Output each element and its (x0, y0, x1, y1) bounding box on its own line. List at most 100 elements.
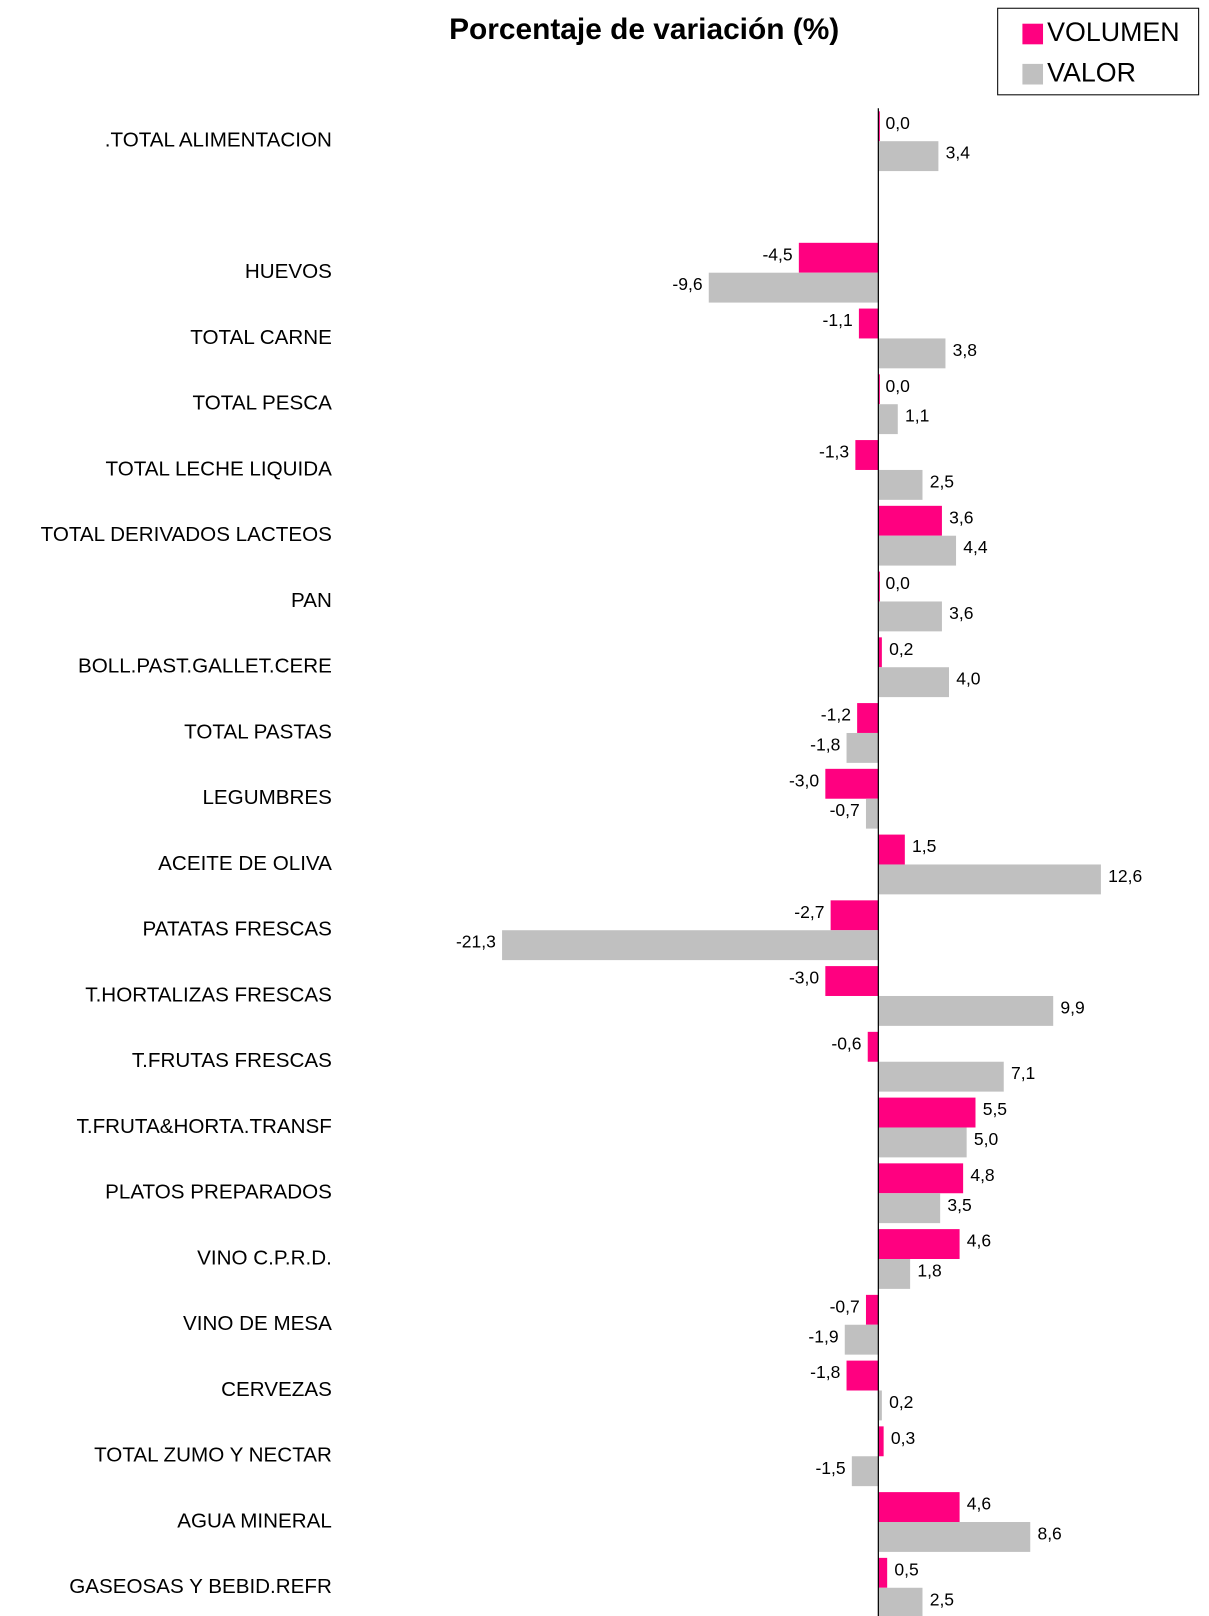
category-label: T.FRUTAS FRESCAS (132, 1049, 332, 1072)
bar (708, 272, 879, 303)
value-label: 2,5 (930, 471, 954, 491)
legend-swatch (1022, 23, 1044, 45)
value-label: -1,8 (810, 1362, 840, 1382)
value-label: -1,1 (823, 310, 853, 330)
bar (502, 930, 879, 961)
category-label: TOTAL PASTAS (184, 720, 332, 743)
bar (878, 1426, 884, 1457)
bar (878, 505, 942, 536)
value-label: 0,2 (889, 1392, 913, 1412)
bar (878, 1163, 964, 1194)
category-label: GASEOSAS Y BEBID.REFR (69, 1575, 332, 1598)
value-label: 0,3 (891, 1428, 915, 1448)
bar (846, 732, 879, 763)
bar (878, 141, 939, 172)
value-label: 0,2 (889, 639, 913, 659)
value-label: 3,5 (947, 1195, 971, 1215)
category-label: VINO DE MESA (183, 1312, 332, 1335)
value-label: -0,6 (831, 1033, 861, 1053)
category-label: HUEVOS (245, 260, 332, 283)
bar (825, 966, 879, 996)
bar (878, 834, 905, 865)
value-label: 0,0 (886, 376, 911, 396)
category-label: PLATOS PREPARADOS (105, 1181, 332, 1204)
category-label: TOTAL PESCA (193, 392, 333, 415)
bar (878, 469, 923, 500)
value-label: -0,7 (830, 800, 860, 820)
value-label: 2,5 (930, 1589, 954, 1609)
bar (878, 111, 880, 142)
value-label: 4,0 (956, 669, 981, 689)
bar (865, 1294, 879, 1325)
value-label: 0,0 (886, 113, 911, 133)
value-label: 0,5 (894, 1559, 918, 1579)
value-label: -1,2 (821, 705, 851, 725)
category-label: PAN (291, 589, 332, 612)
bar (857, 703, 879, 733)
bar (878, 1522, 1031, 1552)
value-label: 3,6 (949, 603, 973, 623)
bar (865, 798, 879, 829)
value-label: 3,8 (953, 340, 977, 360)
legend-swatch (1022, 63, 1044, 85)
bar (846, 1360, 879, 1391)
bar (878, 1127, 967, 1158)
bar (855, 440, 879, 470)
bar (878, 601, 942, 632)
bar (878, 1229, 960, 1259)
category-label: TOTAL ZUMO Y NECTAR (94, 1444, 332, 1467)
bar (878, 1390, 882, 1421)
value-label: 4,8 (970, 1165, 994, 1185)
bar (878, 1193, 941, 1224)
value-label: 4,6 (967, 1231, 991, 1251)
value-label: -2,7 (794, 902, 824, 922)
bar (878, 571, 880, 602)
value-label: 4,6 (967, 1494, 991, 1514)
bar (878, 374, 880, 405)
value-label: 4,4 (963, 537, 988, 557)
bar (878, 637, 882, 668)
value-label: 1,1 (905, 406, 929, 426)
legend-label: VALOR (1047, 57, 1136, 87)
bar (878, 338, 946, 369)
value-label: 1,8 (917, 1261, 941, 1281)
bar (825, 768, 879, 799)
bar (878, 995, 1054, 1026)
value-label: -0,7 (830, 1296, 860, 1316)
value-label: -1,9 (808, 1326, 838, 1346)
category-label: AGUA MINERAL (177, 1509, 332, 1532)
bar (867, 1031, 879, 1062)
bar (878, 667, 949, 698)
bar (851, 1456, 879, 1487)
chart-title: Porcentaje de variación (%) (449, 13, 839, 46)
bar (878, 1557, 888, 1588)
legend-label: VOLUMEN (1047, 17, 1179, 47)
category-label: TOTAL LECHE LIQUIDA (106, 457, 333, 480)
bar (878, 1097, 976, 1128)
bar (878, 864, 1101, 895)
category-label: T.FRUTA&HORTA.TRANSF (77, 1115, 332, 1138)
value-label: -3,0 (789, 968, 819, 988)
bar (878, 535, 957, 566)
value-label: 3,6 (949, 507, 973, 527)
category-label: T.HORTALIZAS FRESCAS (85, 983, 332, 1006)
category-label: ACEITE DE OLIVA (158, 852, 332, 875)
value-label: -1,5 (815, 1458, 845, 1478)
value-label: -3,0 (789, 770, 819, 790)
value-label: -1,8 (810, 734, 840, 754)
value-label: 9,9 (1060, 997, 1084, 1017)
category-label: BOLL.PAST.GALLET.CERE (78, 655, 332, 678)
bar (878, 404, 898, 435)
bar (798, 242, 879, 273)
category-label: CERVEZAS (221, 1378, 332, 1401)
bar (878, 1061, 1004, 1092)
value-label: -9,6 (672, 274, 702, 294)
value-label: 8,6 (1037, 1524, 1061, 1544)
value-label: 5,0 (974, 1129, 999, 1149)
bar (878, 1492, 960, 1523)
value-label: 3,4 (946, 143, 971, 163)
category-label: TOTAL CARNE (190, 326, 332, 349)
bar (844, 1324, 879, 1355)
